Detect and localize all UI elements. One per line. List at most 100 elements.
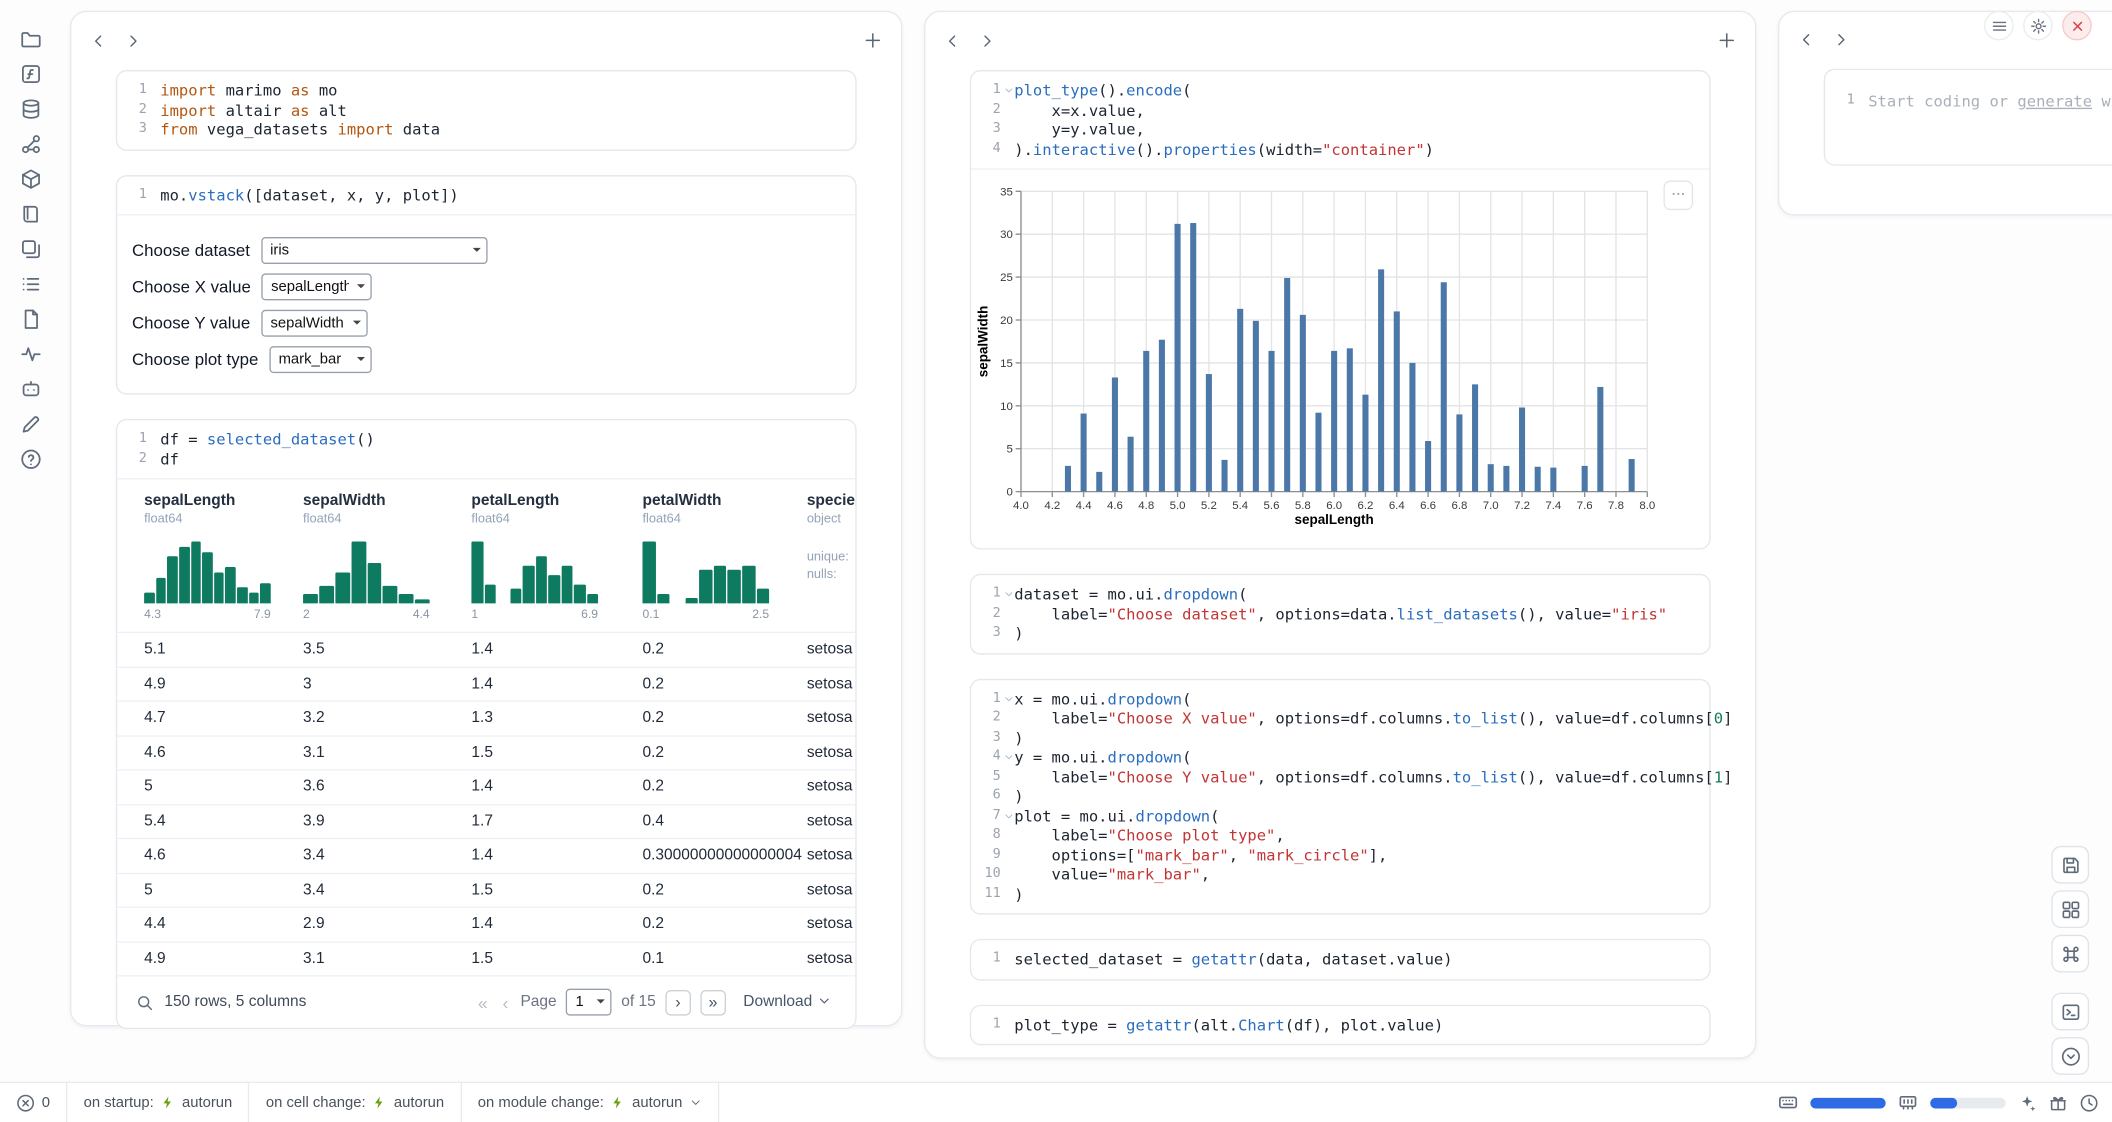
code-line[interactable]: 9 options=["mark_bar", "mark_circle"], (971, 845, 1709, 865)
table-row[interactable]: 53.41.50.2setosa (117, 872, 855, 906)
code-line[interactable]: 3 y=y.value, (971, 120, 1709, 140)
outline-button[interactable] (19, 272, 43, 296)
add-cell-button[interactable] (1717, 31, 1736, 54)
code-line[interactable]: 1dataset = mo.ui.dropdown( (971, 585, 1709, 605)
autorun-setting[interactable]: on module change:autorun (460, 1083, 718, 1122)
chart-actions-button[interactable] (1663, 180, 1693, 210)
cell-empty-editor[interactable]: 1 Start coding or generate with AI (1824, 69, 2112, 166)
cell-plot-type[interactable]: 1plot_type = getattr(alt.Chart(df), plot… (970, 1004, 1711, 1045)
code-line[interactable]: 2df (117, 449, 855, 469)
fold-icon[interactable] (1003, 692, 1014, 712)
tracebacks-button[interactable] (19, 342, 43, 366)
generate-with-ai-link[interactable]: generate (2017, 92, 2092, 111)
layout-grid-button[interactable] (2051, 890, 2089, 928)
code-line[interactable]: 1selected_dataset = getattr(data, datase… (971, 950, 1709, 970)
choose-plot-type-select[interactable]: mark_bar (269, 345, 371, 372)
table-row[interactable]: 4.73.21.30.2setosa (117, 700, 855, 734)
cell-selected-dataset[interactable]: 1selected_dataset = getattr(data, datase… (970, 939, 1711, 980)
documentation-button[interactable] (19, 202, 43, 226)
column-move-left-button[interactable] (1798, 31, 1816, 53)
whats-new-button[interactable] (2049, 1093, 2068, 1112)
first-page-button[interactable]: « (475, 992, 490, 1012)
code-line[interactable]: 8 label="Choose plot type", (971, 826, 1709, 846)
cell-xy-plot-dropdowns[interactable]: 1x = mo.ui.dropdown(2 label="Choose X va… (970, 678, 1711, 914)
table-column-header[interactable]: petalLengthfloat6416.9 (471, 493, 642, 621)
download-button[interactable]: Download (735, 992, 839, 1012)
code-line[interactable]: 1plot_type().encode( (971, 81, 1709, 101)
table-row[interactable]: 4.931.40.2setosa (117, 666, 855, 700)
cell-imports[interactable]: 1import marimo as mo2import altair as al… (116, 70, 857, 150)
next-page-button[interactable]: › (665, 989, 691, 1015)
logs-button[interactable] (19, 307, 43, 331)
shutdown-button[interactable] (2062, 11, 2092, 41)
code-line[interactable]: 2import altair as alt (117, 100, 855, 120)
table-row[interactable]: 5.43.91.70.4setosa (117, 803, 855, 837)
snippets-button[interactable] (19, 237, 43, 261)
column-move-right-button[interactable] (978, 32, 996, 54)
table-row[interactable]: 53.61.40.2setosa (117, 769, 855, 803)
fold-icon[interactable] (1003, 84, 1014, 104)
autorun-setting[interactable]: on startup:autorun (66, 1083, 248, 1122)
choose-y-value-select[interactable]: sepalWidth (261, 309, 367, 336)
run-menu-button[interactable] (2051, 1037, 2089, 1075)
choose-x-value-select[interactable]: sepalLength (262, 273, 372, 300)
code-line[interactable]: 3) (971, 728, 1709, 748)
table-column-header[interactable]: speciesobjectunique:nulls: (807, 493, 855, 621)
prev-page-button[interactable]: ‹ (500, 992, 511, 1012)
cell-dataframe[interactable]: 1df = selected_dataset()2df sepalLengthf… (116, 419, 857, 1029)
cell-vstack[interactable]: 1mo.vstack([dataset, x, y, plot]) Choose… (116, 174, 857, 394)
last-page-button[interactable]: » (700, 989, 726, 1015)
errors-indicator[interactable]: 0 (0, 1083, 66, 1122)
code-line[interactable]: 5 label="Choose Y value", options=df.col… (971, 767, 1709, 787)
settings-button[interactable] (2023, 11, 2053, 41)
code-line[interactable]: 1df = selected_dataset() (117, 430, 855, 450)
autorun-setting[interactable]: on cell change:autorun (248, 1083, 460, 1122)
data-sources-button[interactable] (19, 97, 43, 121)
fold-icon[interactable] (1003, 750, 1014, 770)
keyboard-shortcuts-button[interactable] (2051, 935, 2089, 973)
table-row[interactable]: 4.63.41.40.30000000000000004setosa (117, 838, 855, 872)
search-icon[interactable] (136, 993, 154, 1011)
column-move-left-button[interactable] (944, 32, 962, 54)
file-explorer-button[interactable] (19, 27, 43, 51)
table-row[interactable]: 4.63.11.50.2setosa (117, 735, 855, 769)
table-row[interactable]: 5.13.51.40.2setosa (117, 632, 855, 666)
notebook-menu-button[interactable] (1984, 11, 2014, 41)
choose-dataset-select[interactable]: iris (261, 236, 487, 263)
code-line[interactable]: 3from vega_datasets import data (117, 120, 855, 140)
table-column-header[interactable]: sepalWidthfloat6424.4 (303, 493, 471, 621)
ai-assist-button[interactable] (2018, 1093, 2037, 1112)
code-line[interactable]: 2 x=x.value, (971, 100, 1709, 120)
ai-chat-button[interactable] (19, 377, 43, 401)
dependency-graph-button[interactable] (19, 132, 43, 156)
table-column-header[interactable]: sepalLengthfloat644.37.9 (144, 493, 303, 621)
column-move-right-button[interactable] (1832, 31, 1850, 53)
fold-icon[interactable] (1003, 587, 1014, 607)
code-line[interactable]: 11) (971, 884, 1709, 904)
column-move-right-button[interactable] (124, 32, 142, 54)
bar-chart[interactable]: 4.04.24.44.64.85.05.25.45.65.86.06.26.46… (971, 178, 1709, 538)
editor-placeholder[interactable]: Start coding or generate with AI (1868, 92, 2112, 112)
page-select[interactable]: 1 (566, 989, 612, 1016)
code-line[interactable]: 3) (971, 624, 1709, 644)
help-button[interactable] (19, 447, 43, 471)
table-row[interactable]: 4.42.91.40.2setosa (117, 906, 855, 940)
export-button[interactable] (2051, 846, 2089, 884)
table-column-header[interactable]: petalWidthfloat640.12.5 (642, 493, 806, 621)
code-line[interactable]: 4).interactive().properties(width="conta… (971, 139, 1709, 159)
code-line[interactable]: 2 label="Choose dataset", options=data.l… (971, 604, 1709, 624)
cell-plot[interactable]: 1plot_type().encode(2 x=x.value,3 y=y.va… (970, 70, 1711, 550)
code-line[interactable]: 1plot_type = getattr(alt.Chart(df), plot… (971, 1015, 1709, 1035)
code-line[interactable]: 1mo.vstack([dataset, x, y, plot]) (117, 185, 855, 205)
code-line[interactable]: 6) (971, 787, 1709, 807)
code-line[interactable]: 1x = mo.ui.dropdown( (971, 689, 1709, 709)
code-line[interactable]: 1import marimo as mo (117, 81, 855, 101)
packages-button[interactable] (19, 167, 43, 191)
fold-icon[interactable] (1003, 809, 1014, 829)
table-row[interactable]: 4.93.11.50.1setosa (117, 941, 855, 975)
add-cell-button[interactable] (863, 31, 882, 54)
recent-activity-button[interactable] (2080, 1093, 2099, 1112)
code-line[interactable]: 7plot = mo.ui.dropdown( (971, 806, 1709, 826)
variables-button[interactable] (19, 62, 43, 86)
terminal-button[interactable] (2051, 993, 2089, 1031)
